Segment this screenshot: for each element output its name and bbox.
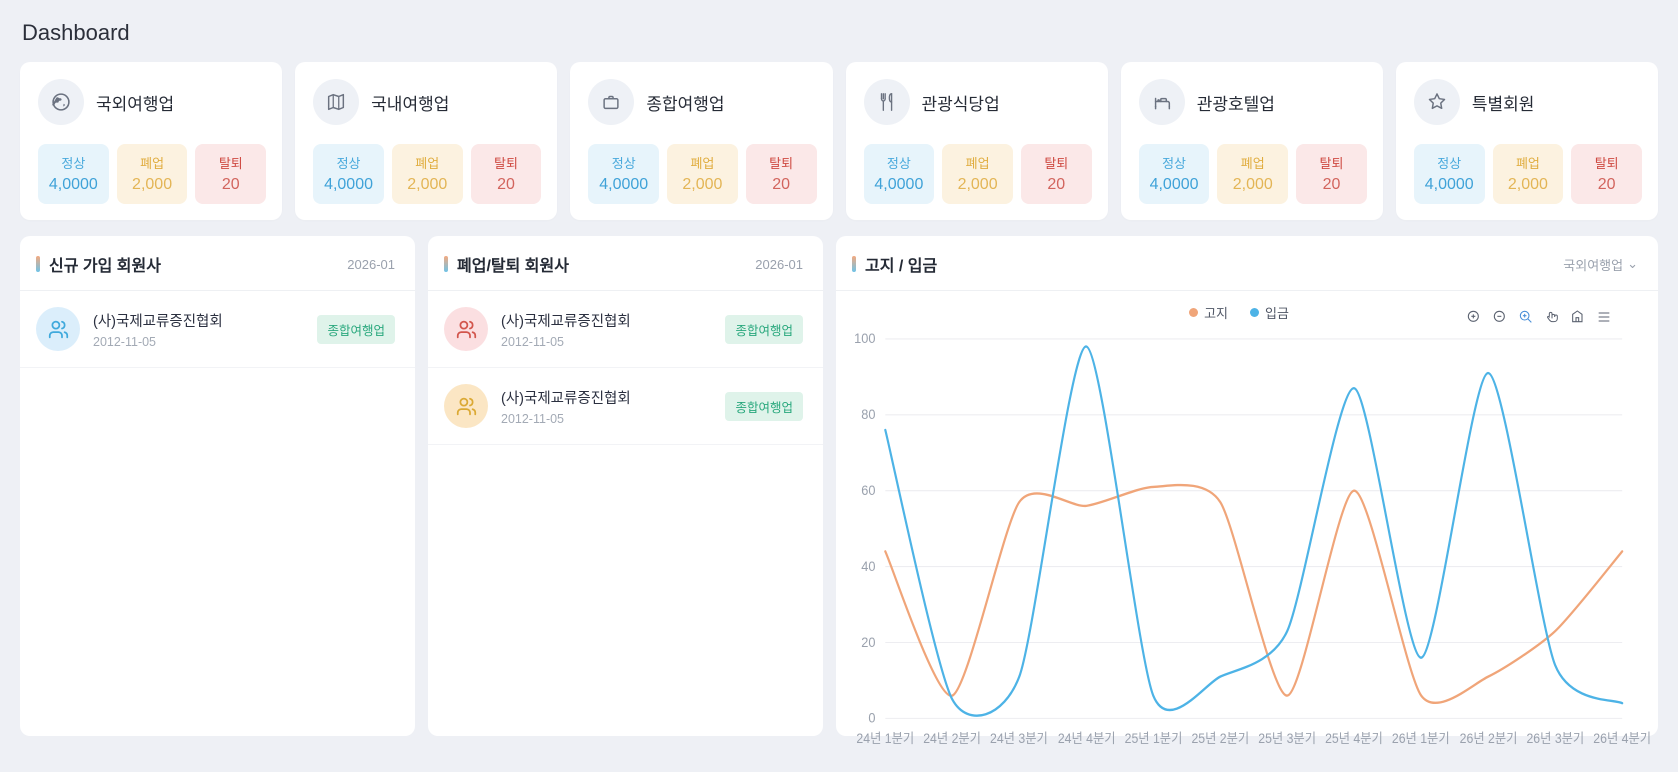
svg-text:24년 1분기: 24년 1분기 — [856, 731, 914, 747]
svg-text:25년 2분기: 25년 2분기 — [1191, 731, 1249, 747]
svg-text:25년 4분기: 25년 4분기 — [1325, 731, 1383, 747]
svg-text:25년 3분기: 25년 3분기 — [1258, 731, 1316, 747]
svg-text:60: 60 — [861, 482, 875, 498]
svg-text:20: 20 — [861, 634, 875, 650]
svg-text:25년 1분기: 25년 1분기 — [1125, 731, 1183, 747]
svg-text:24년 3분기: 24년 3분기 — [990, 731, 1048, 747]
svg-text:40: 40 — [861, 558, 875, 574]
svg-text:24년 2분기: 24년 2분기 — [923, 731, 981, 747]
svg-text:26년 1분기: 26년 1분기 — [1392, 731, 1450, 747]
svg-text:26년 2분기: 26년 2분기 — [1460, 731, 1518, 747]
svg-text:100: 100 — [854, 331, 875, 347]
svg-text:24년 4분기: 24년 4분기 — [1058, 731, 1116, 747]
svg-text:80: 80 — [861, 407, 875, 423]
svg-text:0: 0 — [868, 710, 875, 726]
svg-text:26년 4분기: 26년 4분기 — [1593, 731, 1651, 747]
svg-text:26년 3분기: 26년 3분기 — [1526, 731, 1584, 747]
